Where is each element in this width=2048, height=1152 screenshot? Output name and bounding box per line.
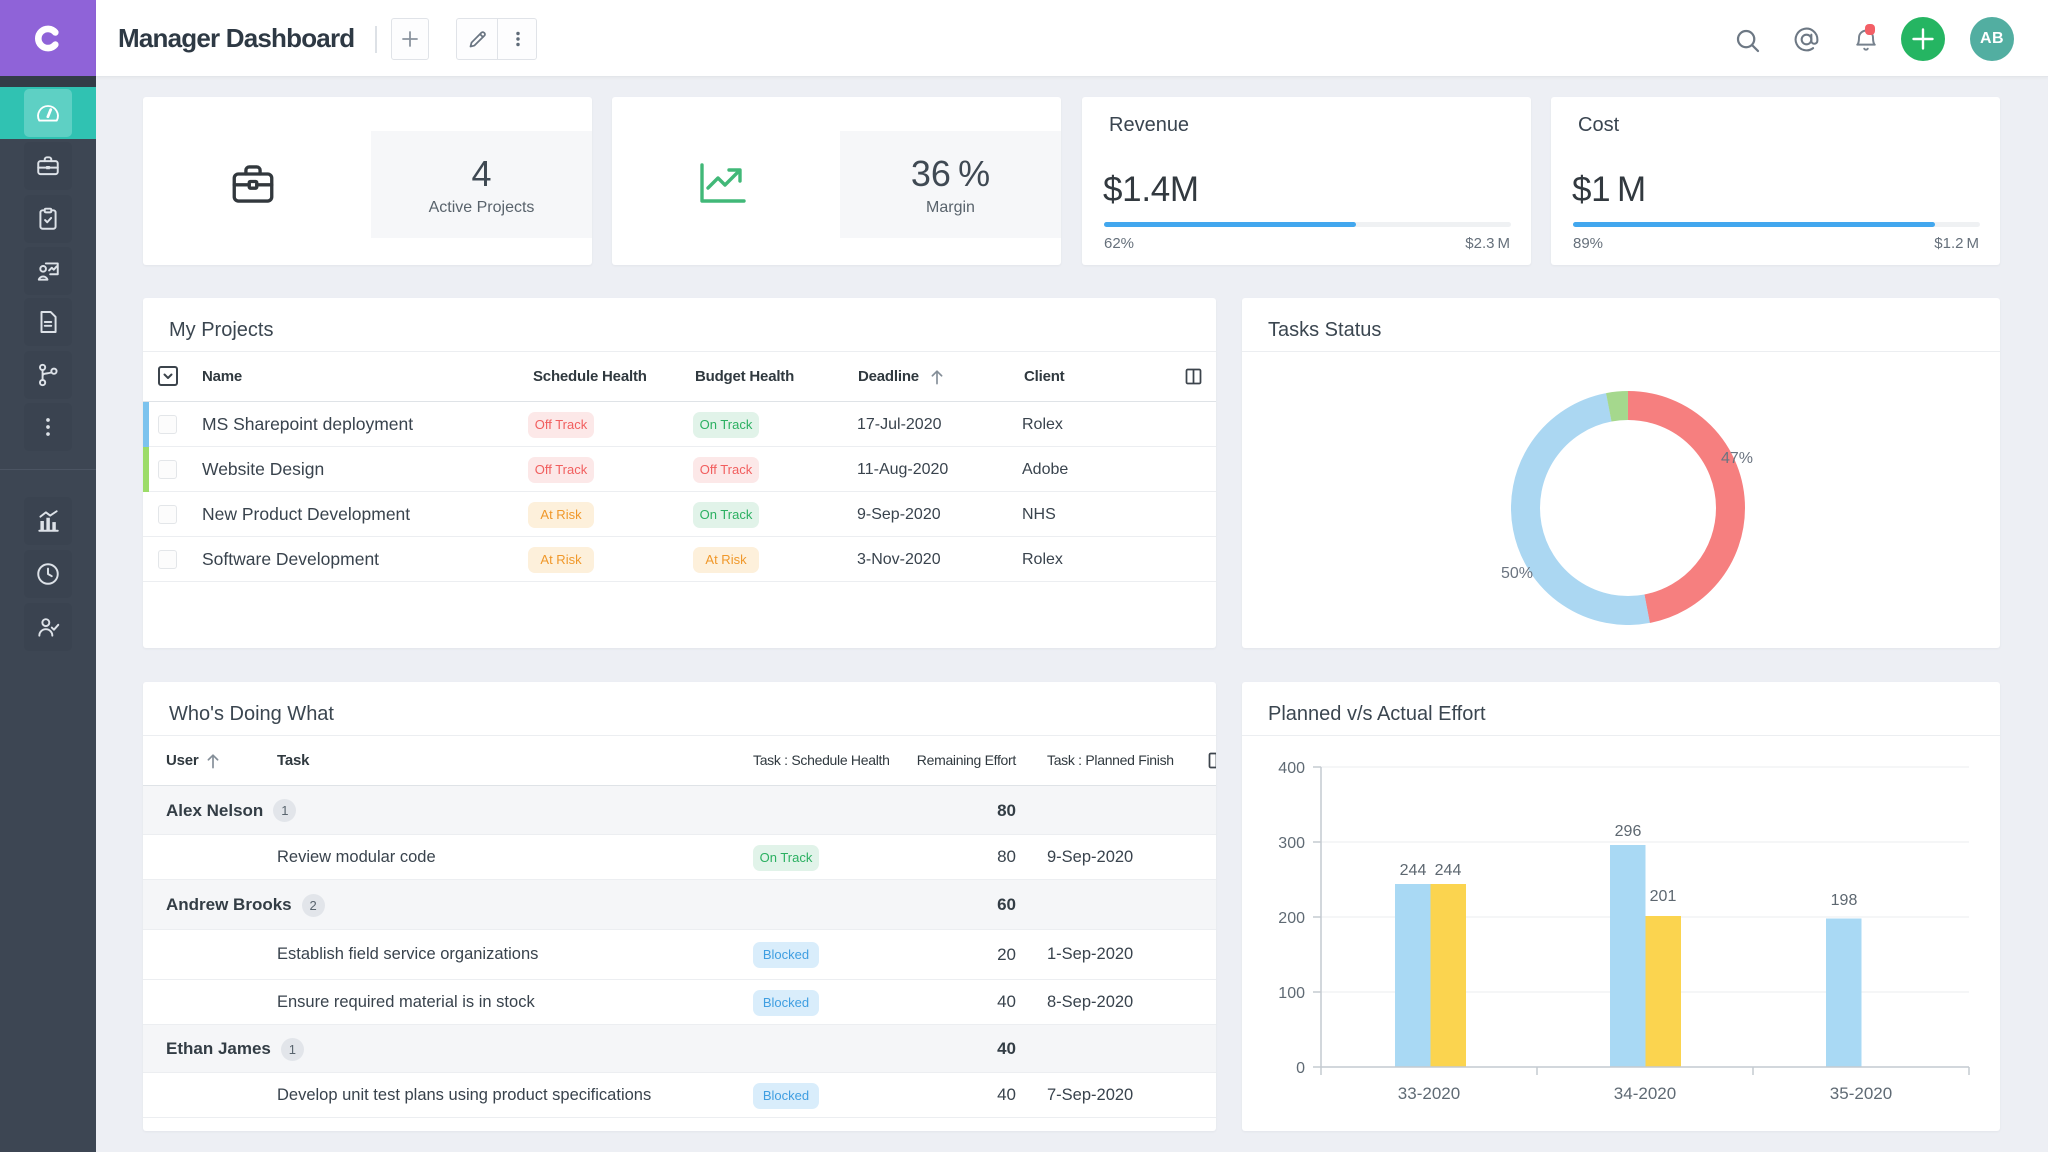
- svg-text:244: 244: [1435, 862, 1462, 879]
- svg-text:244: 244: [1400, 862, 1427, 879]
- svg-text:0: 0: [1296, 1060, 1305, 1077]
- svg-text:35-2020: 35-2020: [1830, 1084, 1892, 1103]
- svg-text:300: 300: [1278, 835, 1305, 852]
- svg-text:33-2020: 33-2020: [1398, 1084, 1460, 1103]
- svg-text:198: 198: [1831, 892, 1858, 909]
- svg-text:296: 296: [1615, 823, 1642, 840]
- svg-text:201: 201: [1650, 888, 1677, 905]
- svg-text:34-2020: 34-2020: [1614, 1084, 1676, 1103]
- svg-text:200: 200: [1278, 910, 1305, 927]
- svg-text:400: 400: [1278, 760, 1305, 777]
- svg-text:100: 100: [1278, 985, 1305, 1002]
